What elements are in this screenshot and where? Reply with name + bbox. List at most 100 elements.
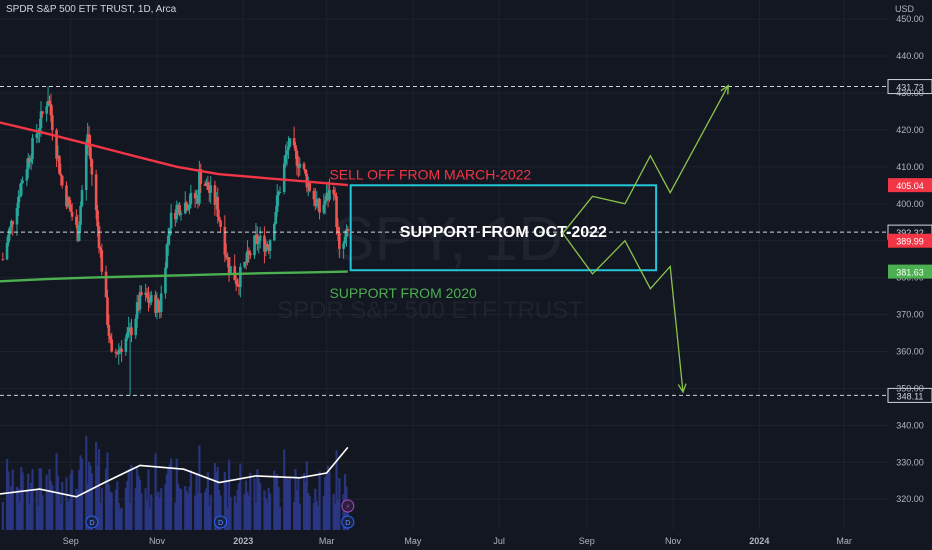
candle-body[interactable] xyxy=(124,338,128,352)
dividend-event-icon[interactable] xyxy=(214,515,228,529)
candle-body[interactable] xyxy=(185,202,188,210)
candle-body[interactable] xyxy=(183,202,187,214)
candle-body[interactable] xyxy=(179,213,183,215)
price-level-tag[interactable] xyxy=(887,387,932,403)
candle-body[interactable] xyxy=(94,174,98,211)
price-axis[interactable]: 450.00440.00430.00420.00410.00400.00390.… xyxy=(888,14,932,504)
projection-arrows[interactable] xyxy=(562,84,729,394)
candle-body[interactable] xyxy=(11,221,15,225)
projection-up-path[interactable] xyxy=(562,85,729,234)
candle-body[interactable] xyxy=(148,302,152,304)
candle-body[interactable] xyxy=(298,163,302,168)
candle-body[interactable] xyxy=(323,200,327,205)
candle-body[interactable] xyxy=(346,229,350,232)
candle-body[interactable] xyxy=(244,261,248,263)
candle-body[interactable] xyxy=(297,165,300,168)
candle-body[interactable] xyxy=(223,226,227,255)
candle-body[interactable] xyxy=(46,100,50,107)
candle-body[interactable] xyxy=(226,257,229,259)
candle-body[interactable] xyxy=(135,302,139,319)
candle-body[interactable] xyxy=(229,266,232,274)
candle-body[interactable] xyxy=(186,208,190,210)
candle-body[interactable] xyxy=(90,159,94,175)
candle-body[interactable] xyxy=(128,327,132,329)
candle-body[interactable] xyxy=(19,182,23,196)
candle-body[interactable] xyxy=(265,244,269,247)
candle-body[interactable] xyxy=(87,134,91,147)
candle-body[interactable] xyxy=(41,111,44,114)
candle-body[interactable] xyxy=(209,185,212,193)
candle-body[interactable] xyxy=(60,175,64,186)
candle-body[interactable] xyxy=(302,163,306,170)
candle-body[interactable] xyxy=(236,283,239,286)
candle-body[interactable] xyxy=(155,299,159,313)
candle-body[interactable] xyxy=(89,146,92,160)
candlestick-series[interactable] xyxy=(1,86,350,396)
candle-body[interactable] xyxy=(213,185,217,205)
support-box[interactable]: SUPPORT FROM OCT-2022 xyxy=(349,184,658,272)
candle-body[interactable] xyxy=(333,194,337,197)
candle-body[interactable] xyxy=(285,150,289,155)
candle-body[interactable] xyxy=(80,190,84,206)
candle-body[interactable] xyxy=(294,145,297,151)
candle-body[interactable] xyxy=(315,201,319,206)
candle-body[interactable] xyxy=(318,198,321,213)
candle-body[interactable] xyxy=(267,246,270,251)
candle-body[interactable] xyxy=(48,100,51,104)
candle-body[interactable] xyxy=(227,257,231,274)
candle-body[interactable] xyxy=(159,293,163,312)
candle-body[interactable] xyxy=(147,297,150,303)
candle-body[interactable] xyxy=(234,280,238,284)
candle-body[interactable] xyxy=(224,254,228,258)
candle-body[interactable] xyxy=(58,155,61,174)
candle-body[interactable] xyxy=(288,138,292,147)
candle-body[interactable] xyxy=(35,133,39,138)
candle-body[interactable] xyxy=(338,232,341,249)
projection-down-path[interactable] xyxy=(562,232,684,393)
candle-body[interactable] xyxy=(107,324,111,336)
dividend-event-icon[interactable] xyxy=(341,515,355,529)
candle-body[interactable] xyxy=(205,182,208,186)
candle-body[interactable] xyxy=(29,159,33,163)
candle-body[interactable] xyxy=(217,216,221,221)
candle-body[interactable] xyxy=(295,150,299,166)
candle-body[interactable] xyxy=(258,235,262,241)
candle-body[interactable] xyxy=(325,192,328,201)
candle-body[interactable] xyxy=(275,195,279,212)
candle-body[interactable] xyxy=(84,144,88,191)
candle-body[interactable] xyxy=(97,226,101,248)
candle-body[interactable] xyxy=(18,195,22,197)
candle-body[interactable] xyxy=(196,194,200,204)
candle-body[interactable] xyxy=(31,137,34,160)
candle-body[interactable] xyxy=(277,192,280,196)
candle-body[interactable] xyxy=(274,211,278,224)
candle-body[interactable] xyxy=(342,243,345,249)
candle-body[interactable] xyxy=(8,227,12,235)
candle-body[interactable] xyxy=(268,240,272,251)
candle-body[interactable] xyxy=(138,292,142,310)
candle-body[interactable] xyxy=(137,302,140,310)
candle-body[interactable] xyxy=(316,198,320,202)
candle-body[interactable] xyxy=(219,220,222,227)
split-event-icon[interactable] xyxy=(341,499,355,513)
candle-body[interactable] xyxy=(38,127,41,133)
candle-body[interactable] xyxy=(110,339,114,352)
candle-body[interactable] xyxy=(215,196,218,205)
candle-body[interactable] xyxy=(345,229,348,237)
candle-body[interactable] xyxy=(55,130,58,159)
candle-body[interactable] xyxy=(108,335,112,340)
candle-body[interactable] xyxy=(144,292,147,296)
candle-body[interactable] xyxy=(322,204,326,213)
candle-body[interactable] xyxy=(206,182,210,191)
candle-body[interactable] xyxy=(15,208,19,225)
candle-body[interactable] xyxy=(96,210,99,227)
candle-body[interactable] xyxy=(67,197,71,205)
candle-body[interactable] xyxy=(127,327,130,333)
candle-body[interactable] xyxy=(39,111,43,128)
candle-body[interactable] xyxy=(140,292,143,296)
candle-body[interactable] xyxy=(65,185,68,207)
candle-body[interactable] xyxy=(335,196,338,228)
candle-body[interactable] xyxy=(104,271,108,298)
candle-body[interactable] xyxy=(114,351,118,354)
candle-body[interactable] xyxy=(207,190,211,193)
